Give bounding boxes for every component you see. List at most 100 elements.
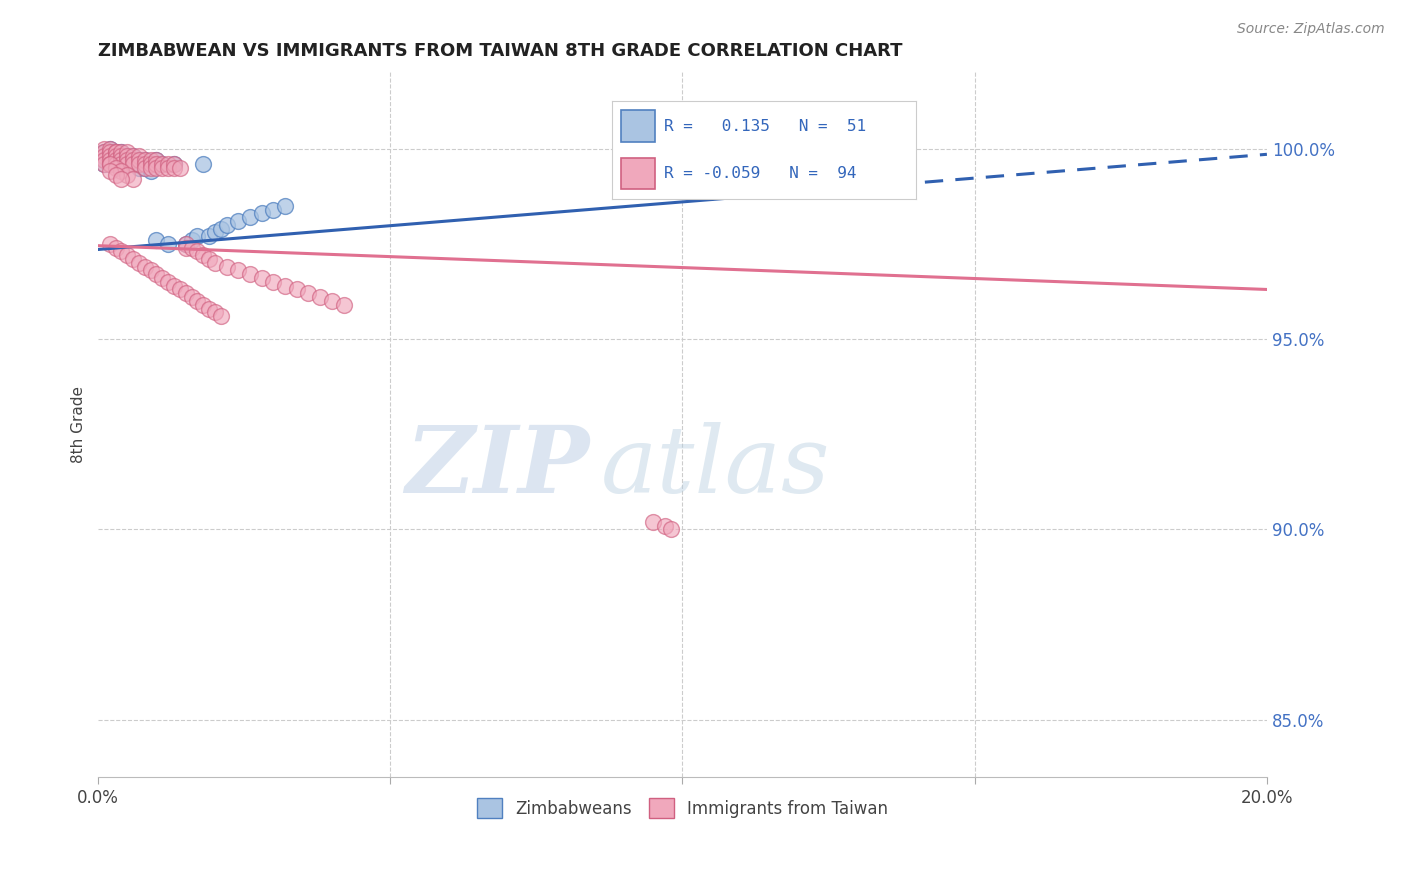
Point [186,229,208,244]
Point [104,157,127,171]
Point [204,305,226,319]
Point [180,241,202,255]
Point [104,161,127,175]
Point [110,157,132,171]
Point [93,157,115,171]
Point [134,161,156,175]
Point [110,172,132,186]
Point [110,145,132,160]
Point [186,244,208,259]
Point [204,256,226,270]
Point [198,229,221,244]
Point [93,153,115,167]
Y-axis label: 8th Grade: 8th Grade [72,386,86,463]
Point [145,153,167,167]
Point [226,263,249,277]
Point [150,157,173,171]
Point [110,153,132,167]
Point [104,153,127,167]
Point [150,271,173,285]
Point [110,153,132,167]
Point [128,161,150,175]
Point [163,157,186,171]
Point [239,210,262,224]
Text: Source: ZipAtlas.com: Source: ZipAtlas.com [1237,22,1385,37]
Point [110,164,132,178]
Point [274,278,297,293]
Point [104,145,127,160]
Point [145,153,167,167]
Point [157,275,180,289]
Point [139,157,162,171]
Point [163,157,186,171]
Point [104,153,127,167]
Point [104,241,127,255]
Point [117,157,139,171]
Point [250,271,273,285]
Point [98,149,121,163]
Point [98,153,121,167]
Point [98,142,121,156]
Point [128,153,150,167]
Point [117,149,139,163]
Point [98,145,121,160]
Point [274,199,297,213]
Point [122,149,145,163]
Point [122,153,145,167]
Point [157,157,180,171]
Point [209,309,232,323]
Point [128,149,150,163]
Point [169,283,191,297]
Point [139,164,162,178]
Point [204,225,226,239]
Point [654,518,676,533]
Point [157,161,180,175]
Point [110,149,132,163]
Point [297,286,319,301]
Point [174,286,197,301]
Point [215,218,238,232]
Point [93,142,115,156]
Point [98,142,121,156]
Point [117,157,139,171]
Point [93,145,115,160]
Point [128,256,150,270]
Point [139,153,162,167]
Point [659,522,682,536]
Point [128,153,150,167]
Point [122,153,145,167]
Point [98,164,121,178]
Point [285,283,308,297]
Point [117,248,139,262]
Point [93,145,115,160]
Point [98,153,121,167]
Text: atlas: atlas [600,422,830,512]
Point [145,161,167,175]
Point [145,157,167,171]
Point [98,145,121,160]
Text: ZIMBABWEAN VS IMMIGRANTS FROM TAIWAN 8TH GRADE CORRELATION CHART: ZIMBABWEAN VS IMMIGRANTS FROM TAIWAN 8TH… [98,42,903,60]
Point [122,157,145,171]
Point [98,157,121,171]
Point [250,206,273,220]
Point [139,161,162,175]
Point [180,233,202,247]
Point [145,233,167,247]
Point [110,145,132,160]
Point [239,267,262,281]
Point [262,275,284,289]
Point [117,153,139,167]
Point [117,149,139,163]
Point [163,161,186,175]
Point [93,157,115,171]
Point [226,214,249,228]
Point [193,248,215,262]
Point [98,157,121,171]
Point [98,145,121,160]
Point [122,172,145,186]
Point [104,157,127,171]
Point [110,153,132,167]
Point [309,290,332,304]
Point [186,293,208,308]
Point [134,153,156,167]
